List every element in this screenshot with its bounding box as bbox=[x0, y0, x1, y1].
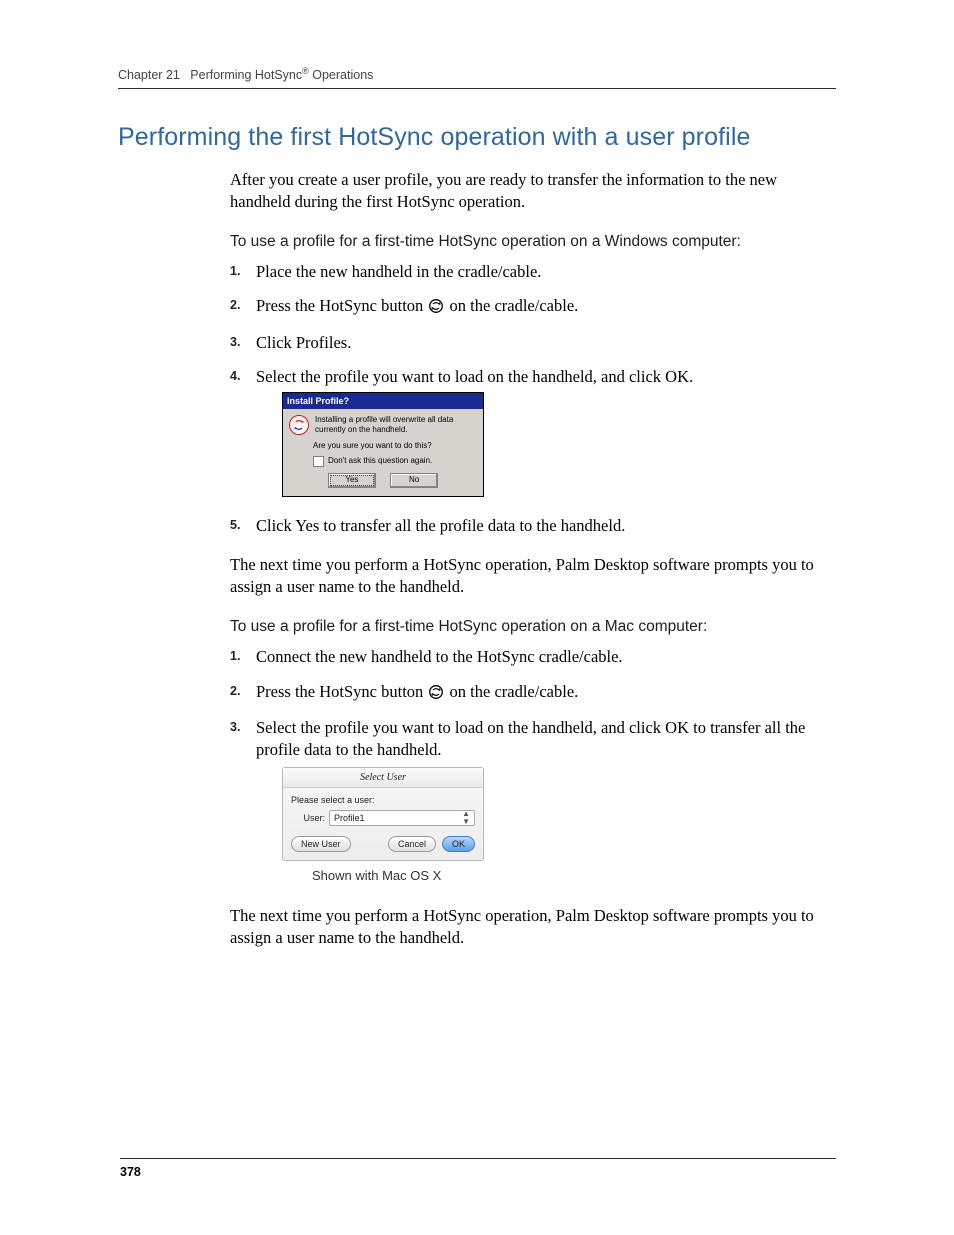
step-text-a: Press the HotSync button bbox=[256, 296, 427, 315]
mac-dialog-caption: Shown with Mac OS X bbox=[312, 867, 836, 885]
step-item: 3. Click Profiles. bbox=[230, 332, 836, 354]
mac-user-label: User: bbox=[291, 812, 325, 824]
step-number: 2. bbox=[230, 683, 240, 700]
windows-dialog-question: Are you sure you want to do this? bbox=[313, 441, 477, 452]
windows-dialog-title: Install Profile? bbox=[283, 393, 483, 409]
new-user-button[interactable]: New User bbox=[291, 836, 351, 852]
step-text: Click Yes to transfer all the profile da… bbox=[256, 516, 625, 535]
mac-user-select[interactable]: Profile1 ▲▼ bbox=[329, 810, 475, 826]
step-text: Connect the new handheld to the HotSync … bbox=[256, 647, 623, 666]
no-button[interactable]: No bbox=[390, 473, 438, 488]
windows-dialog: Install Profile? Insta bbox=[282, 392, 484, 497]
step-number: 4. bbox=[230, 368, 240, 385]
step-text: Click Profiles. bbox=[256, 333, 351, 352]
running-header: Chapter 21 Performing HotSync® Operation… bbox=[118, 66, 836, 89]
step-number: 1. bbox=[230, 263, 240, 280]
ok-button[interactable]: OK bbox=[442, 836, 475, 852]
hotsync-alert-icon bbox=[289, 415, 309, 435]
mac-followup: The next time you perform a HotSync oper… bbox=[230, 905, 836, 950]
step-item: 2. Press the HotSync button on the cradl… bbox=[230, 681, 836, 705]
step-item: 3. Select the profile you want to load o… bbox=[230, 717, 836, 885]
cancel-button[interactable]: Cancel bbox=[388, 836, 436, 852]
step-number: 3. bbox=[230, 719, 240, 736]
windows-subhead: To use a profile for a first-time HotSyn… bbox=[230, 233, 836, 251]
checkbox-icon[interactable] bbox=[313, 456, 324, 467]
windows-dialog-checkbox-row: Don't ask this question again. bbox=[313, 456, 477, 467]
chapter-title-suffix: Operations bbox=[309, 68, 374, 82]
intro-paragraph: After you create a user profile, you are… bbox=[230, 169, 836, 214]
mac-dialog-title: Select User bbox=[283, 768, 483, 788]
mac-subhead: To use a profile for a first-time HotSyn… bbox=[230, 618, 836, 636]
step-number: 3. bbox=[230, 334, 240, 351]
step-text-a: Press the HotSync button bbox=[256, 682, 427, 701]
mac-dialog-prompt: Please select a user: bbox=[291, 794, 475, 806]
windows-dialog-body: Installing a profile will overwrite all … bbox=[283, 409, 483, 496]
step-text: Select the profile you want to load on t… bbox=[256, 718, 805, 759]
step-number: 2. bbox=[230, 297, 240, 314]
step-text-b: on the cradle/cable. bbox=[450, 296, 579, 315]
yes-button[interactable]: Yes bbox=[328, 473, 376, 488]
step-item: 4. Select the profile you want to load o… bbox=[230, 366, 836, 497]
step-text: Select the profile you want to load on t… bbox=[256, 367, 693, 386]
step-text-b: on the cradle/cable. bbox=[450, 682, 579, 701]
mac-user-value: Profile1 bbox=[334, 811, 365, 825]
hotsync-icon bbox=[429, 297, 443, 319]
mac-steps: 1. Connect the new handheld to the HotSy… bbox=[230, 646, 836, 884]
step-number: 5. bbox=[230, 517, 240, 534]
windows-dialog-message: Installing a profile will overwrite all … bbox=[315, 415, 477, 434]
windows-steps: 1. Place the new handheld in the cradle/… bbox=[230, 261, 836, 537]
page: Chapter 21 Performing HotSync® Operation… bbox=[0, 0, 954, 1235]
step-item: 5. Click Yes to transfer all the profile… bbox=[230, 515, 836, 537]
chapter-title-prefix: Performing HotSync bbox=[190, 68, 302, 82]
chapter-label: Chapter 21 bbox=[118, 68, 180, 82]
windows-dialog-checkbox-label: Don't ask this question again. bbox=[328, 456, 432, 467]
step-item: 2. Press the HotSync button on the cradl… bbox=[230, 295, 836, 319]
windows-followup: The next time you perform a HotSync oper… bbox=[230, 554, 836, 599]
step-number: 1. bbox=[230, 648, 240, 665]
section-title: Performing the first HotSync operation w… bbox=[118, 123, 836, 152]
step-text: Place the new handheld in the cradle/cab… bbox=[256, 262, 541, 281]
registered-mark: ® bbox=[302, 66, 309, 76]
step-item: 1. Place the new handheld in the cradle/… bbox=[230, 261, 836, 283]
hotsync-icon bbox=[429, 683, 443, 705]
mac-dialog: Select User Please select a user: User: … bbox=[282, 767, 484, 861]
page-number: 378 bbox=[120, 1158, 836, 1179]
stepper-icon: ▲▼ bbox=[462, 810, 470, 826]
step-item: 1. Connect the new handheld to the HotSy… bbox=[230, 646, 836, 668]
